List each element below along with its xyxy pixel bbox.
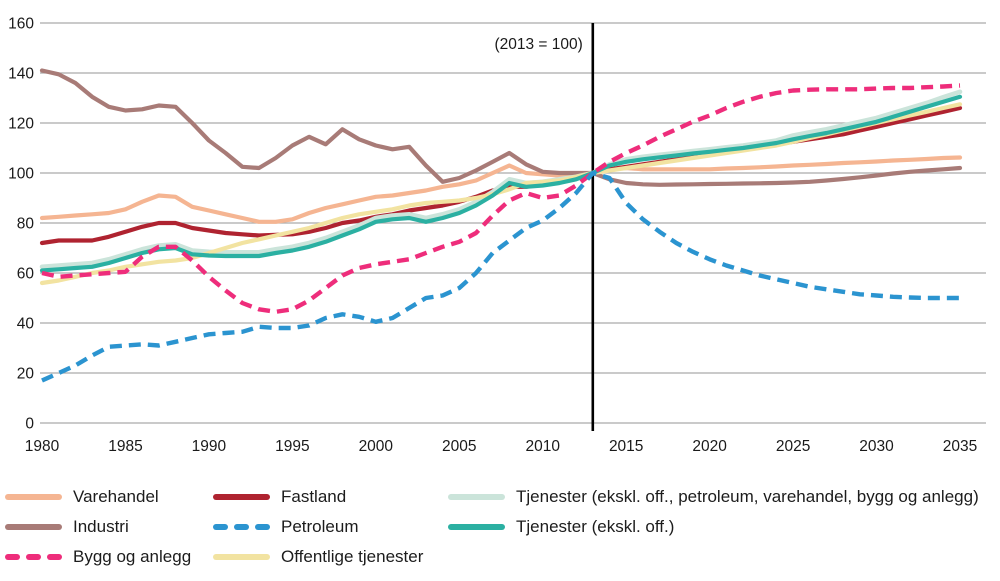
y-tick-label-0: 0: [25, 416, 34, 433]
series-line-bygg: [41, 83, 961, 314]
y-tick-label-80: 80: [17, 216, 35, 233]
legend-item-fastland: Fastland: [213, 482, 423, 512]
series-line-varehandel: [39, 155, 963, 224]
legend-item-varehandel: Varehandel: [5, 482, 191, 512]
legend-column-3: Tjenester (ekskl. off., petroleum, vareh…: [448, 482, 979, 542]
legend-item-bygg: Bygg og anlegg: [5, 542, 191, 572]
legend-label-industri: Industri: [73, 517, 129, 536]
x-tick-label-2010: 2010: [525, 438, 560, 455]
series-line-petroleum: [41, 170, 960, 383]
legend-label-tjenester_full: Tjenester (ekskl. off., petroleum, vareh…: [516, 487, 979, 506]
x-tick-label-2020: 2020: [692, 438, 727, 455]
x-tick-label-2005: 2005: [442, 438, 476, 455]
legend-swatch-tjenester_ekskl_off: [448, 524, 505, 530]
legend-item-industri: Industri: [5, 512, 191, 542]
legend-label-offentlige: Offentlige tjenester: [281, 547, 424, 566]
x-tick-label-1985: 1985: [108, 438, 142, 455]
legend-label-fastland: Fastland: [281, 487, 347, 506]
series-line-industri: [39, 68, 963, 187]
series-line-tjenester_ekskl_off: [39, 94, 963, 273]
legend-column-1: Varehandel Industri Bygg og anlegg: [5, 482, 191, 572]
series-lines: [39, 68, 963, 383]
legend-item-tjenester_ekskl_off: Tjenester (ekskl. off.): [448, 512, 979, 542]
legend-swatch-industri: [5, 524, 62, 530]
reference-annotation: (2013 = 100): [494, 36, 582, 53]
x-tick-label-1980: 1980: [25, 438, 60, 455]
legend-column-2: Fastland Petroleum Offentlige tjenester: [213, 482, 423, 572]
x-tick-label-2000: 2000: [359, 438, 394, 455]
chart-legend: Varehandel Industri Bygg og anlegg Fastland…: [0, 482, 1000, 577]
y-tick-label-120: 120: [8, 116, 34, 133]
y-tick-label-100: 100: [8, 166, 34, 183]
x-axis-labels: 1980 1985 1990 1995 2000 2005 2010 2015 2020 2025…: [25, 438, 977, 455]
legend-label-varehandel: Varehandel: [73, 487, 159, 506]
legend-item-tjenester_full: Tjenester (ekskl. off., petroleum, vareh…: [448, 482, 979, 512]
x-tick-label-2015: 2015: [609, 438, 643, 455]
chart-plot-area: 0 20 40 60 80 100 120 140 160 1980 1985 1990 1995 20…: [8, 16, 986, 455]
legend-swatch-fastland: [213, 494, 270, 500]
series-line-tjenester_full: [39, 89, 963, 270]
legend-item-petroleum: Petroleum: [213, 512, 423, 542]
y-tick-label-40: 40: [17, 316, 35, 333]
legend-swatch-varehandel: [5, 494, 62, 500]
y-tick-label-20: 20: [17, 366, 35, 383]
y-tick-label-140: 140: [8, 66, 34, 83]
legend-swatch-bygg: [5, 554, 62, 560]
legend-label-tjenester_ekskl_off: Tjenester (ekskl. off.): [516, 517, 675, 536]
x-tick-label-1995: 1995: [275, 438, 309, 455]
legend-label-bygg: Bygg og anlegg: [73, 547, 192, 566]
y-axis-labels: 0 20 40 60 80 100 120 140 160: [8, 16, 34, 433]
x-tick-label-2035: 2035: [943, 438, 977, 455]
gridlines: [40, 22, 986, 424]
legend-swatch-petroleum: [213, 524, 270, 530]
x-tick-label-2025: 2025: [776, 438, 810, 455]
legend-swatch-offentlige: [213, 554, 270, 560]
legend-label-petroleum: Petroleum: [281, 517, 359, 536]
x-tick-label-2030: 2030: [859, 438, 894, 455]
y-tick-label-60: 60: [17, 266, 35, 283]
legend-item-offentlige: Offentlige tjenester: [213, 542, 423, 572]
legend-swatch-tjenester_full: [448, 494, 505, 500]
y-tick-label-160: 160: [8, 16, 34, 33]
x-tick-label-1990: 1990: [192, 438, 227, 455]
